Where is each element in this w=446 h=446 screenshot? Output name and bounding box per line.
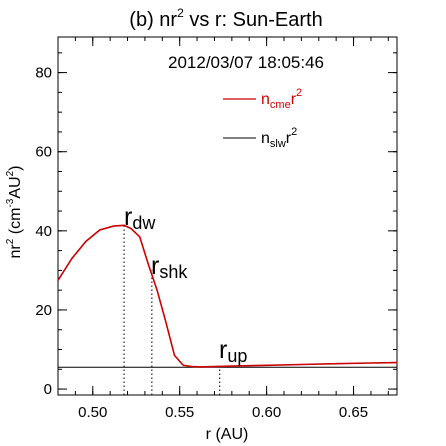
series-lines <box>57 224 398 368</box>
marker-lines <box>123 225 221 395</box>
y-tick-label: 20 <box>35 302 52 319</box>
marker-label-shk: rshk <box>151 252 188 282</box>
y-axis-label: nr2 (cm-3AU2) <box>5 166 24 259</box>
plot-frame <box>57 36 398 396</box>
x-axis-label: r (AU) <box>206 426 249 443</box>
y-tick-label: 80 <box>35 65 52 82</box>
x-tick-label: 0.60 <box>252 404 281 421</box>
x-tick-label: 0.50 <box>78 404 107 421</box>
timestamp-label: 2012/03/07 18:05:46 <box>168 53 324 72</box>
plot-area: 0.50 0.55 0.60 0.65 0 20 40 60 80 <box>35 36 398 421</box>
series-line-cme <box>57 224 398 368</box>
x-tick-label: 0.65 <box>339 404 368 421</box>
x-axis: 0.50 0.55 0.60 0.65 <box>57 37 389 421</box>
y-tick-label: 40 <box>35 223 52 240</box>
chart-title: (b) nr2 vs r: Sun-Earth <box>129 6 322 31</box>
legend-label-cme: ncmer2 <box>261 87 302 111</box>
y-axis: 0 20 40 60 80 <box>35 52 397 398</box>
legend-label-slw: nslwr2 <box>261 126 297 150</box>
marker-label-up: rup <box>219 336 247 366</box>
marker-label-dw: rdw <box>124 203 156 233</box>
x-tick-label: 0.55 <box>165 404 194 421</box>
y-tick-label: 0 <box>44 381 52 398</box>
marker-labels: rdw rshk rup <box>124 203 247 366</box>
legend: ncmer2 nslwr2 <box>223 87 302 150</box>
y-tick-label: 60 <box>35 144 52 161</box>
